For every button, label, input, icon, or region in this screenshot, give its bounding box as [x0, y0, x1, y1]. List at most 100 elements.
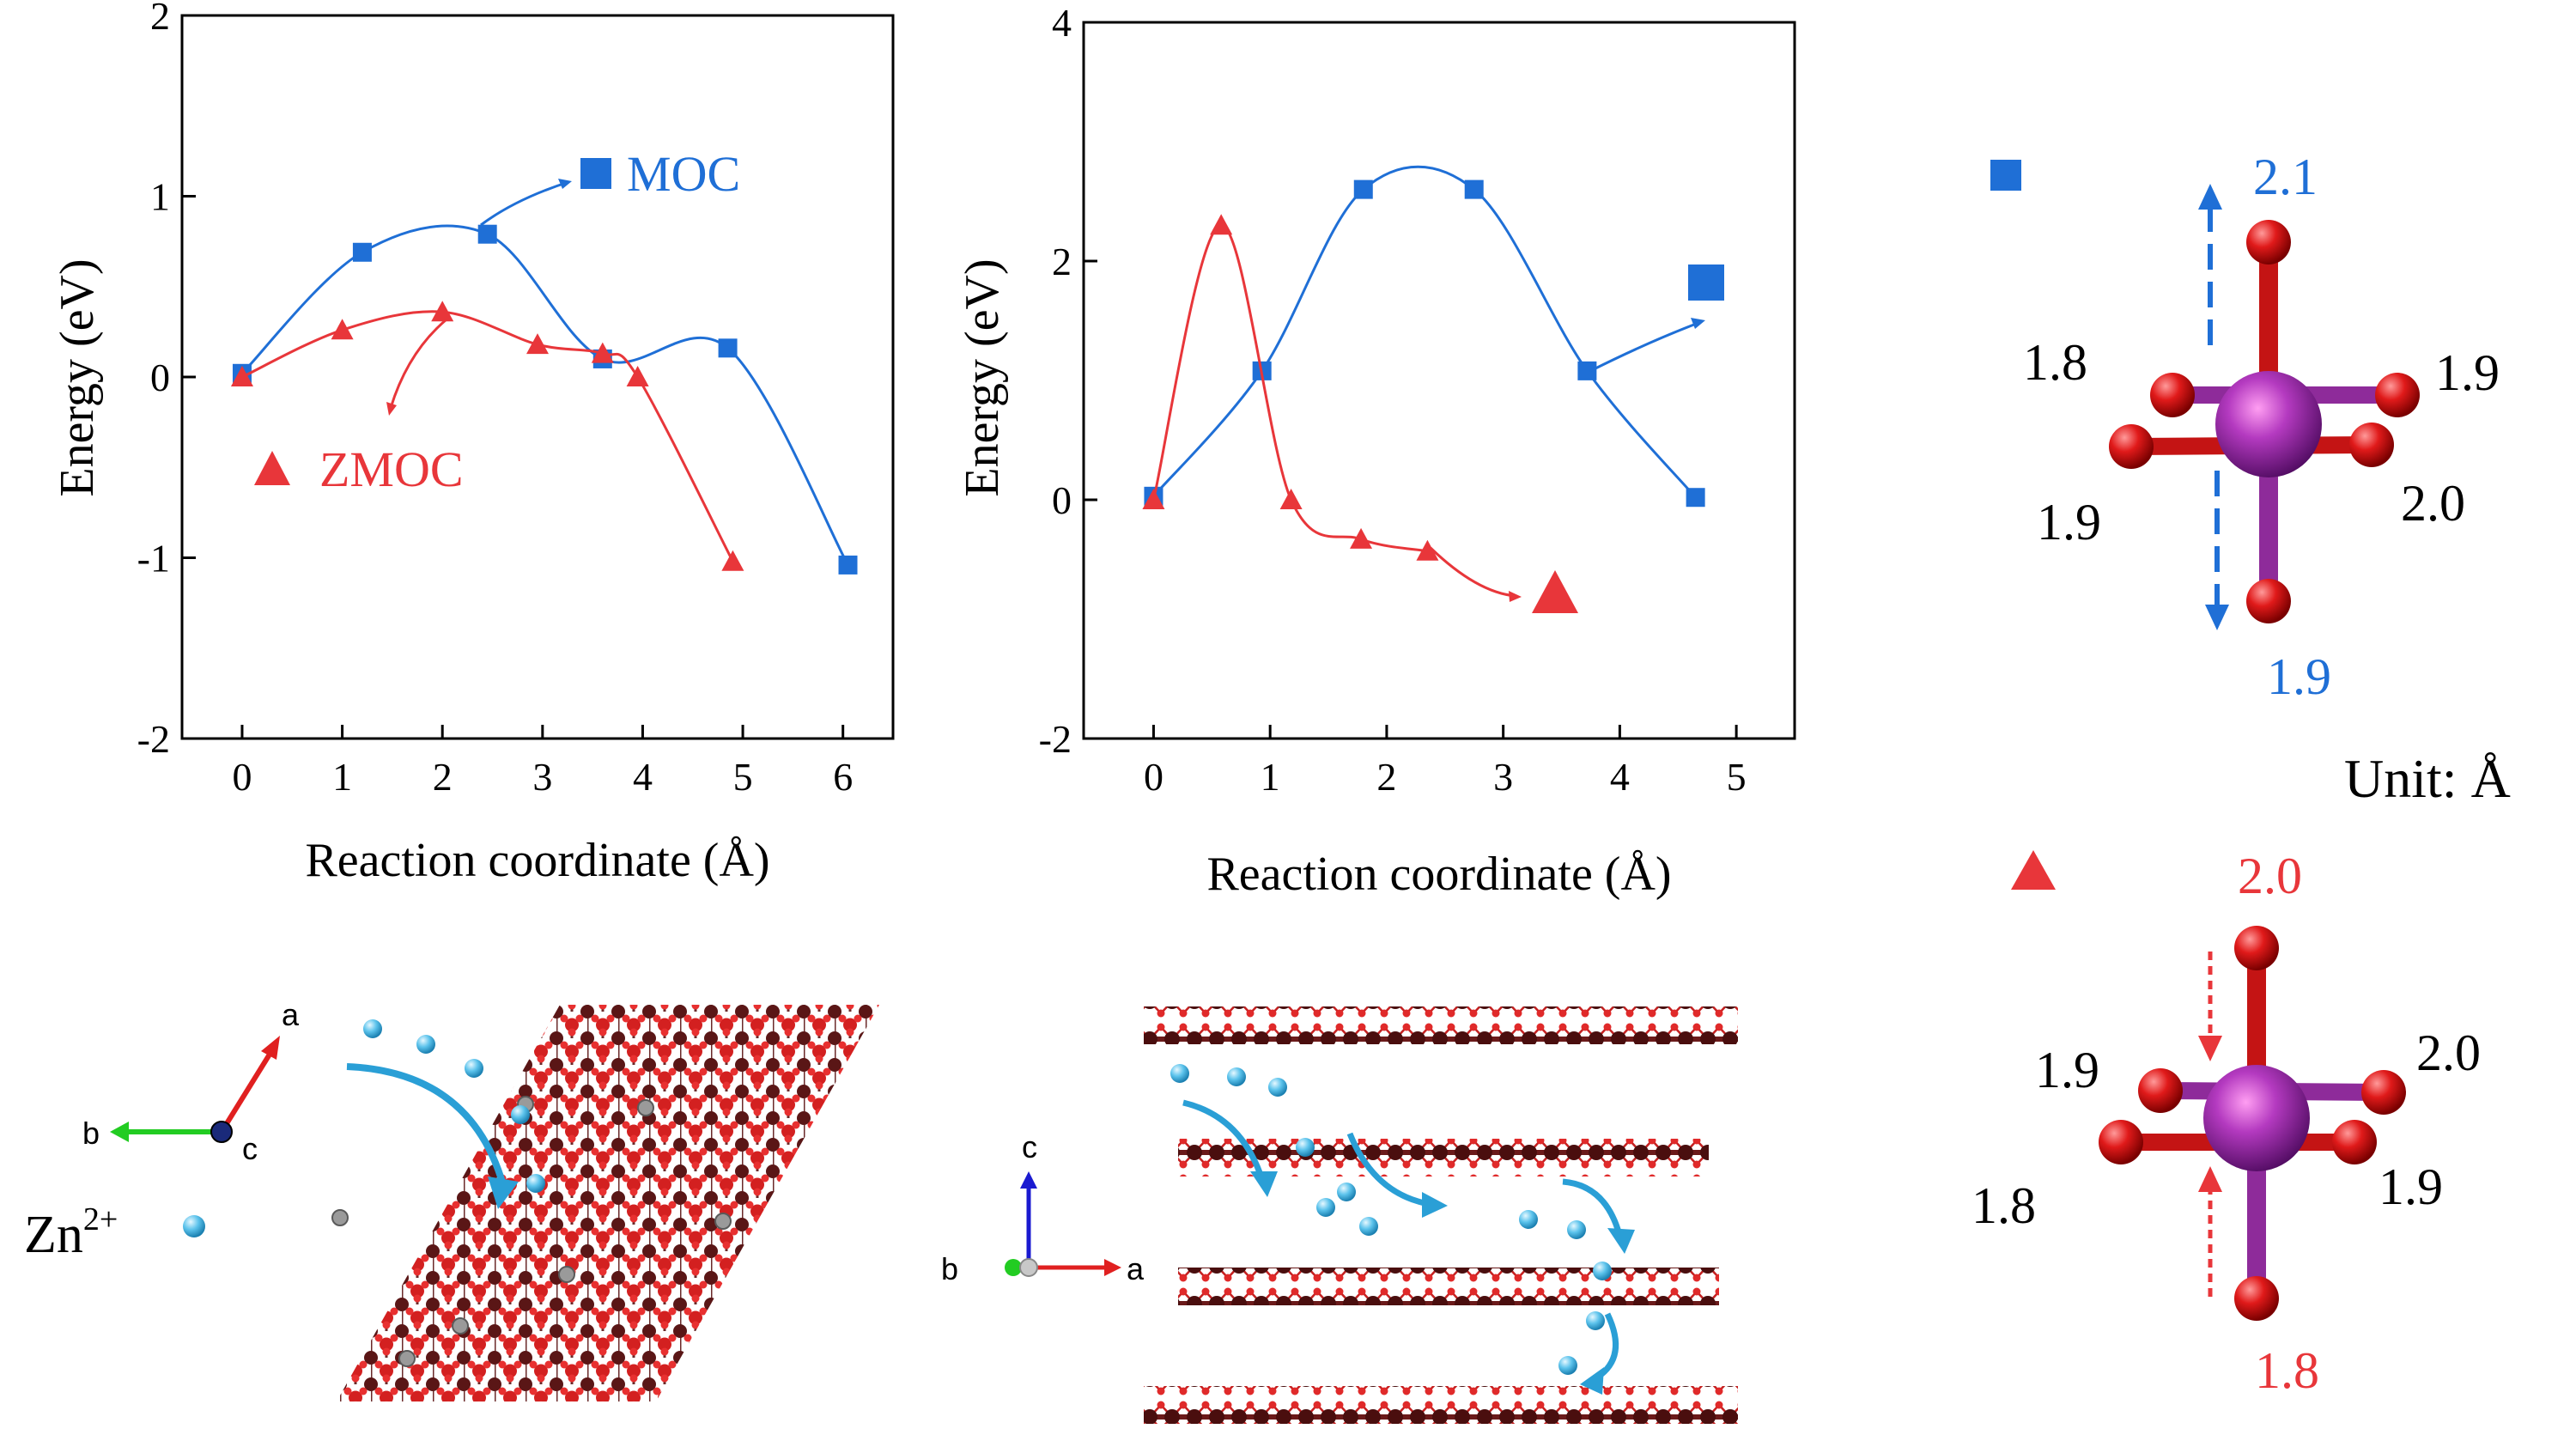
x-ticks: 0 1 2 3 4 5 6	[232, 725, 853, 799]
oxygen-atom	[2246, 579, 2291, 623]
axis-origin-dot	[1019, 1258, 1038, 1277]
oxygen-atom	[2246, 220, 2291, 264]
compression-arrowhead-top	[2198, 1036, 2222, 1061]
square-data-point	[718, 338, 738, 358]
triangle-data-point	[526, 333, 549, 355]
triangle-data-point	[1350, 527, 1373, 549]
x-tick-label: 1	[332, 755, 352, 799]
energy-chart-left: 2 1 0 -1 -2 0 1 2 3 4 5 6 Energy (eV) Reaction coo…	[51, 0, 895, 887]
x-axis-label: Reaction coordinate (Å)	[305, 834, 769, 887]
y-ticks: 2 1 0 -1 -2	[137, 0, 196, 761]
triangle-data-point	[591, 342, 614, 363]
square-data-point	[1686, 488, 1705, 508]
y-tick-label: 0	[1052, 478, 1072, 522]
x-tick-label: 4	[633, 755, 653, 799]
zn-ion-label: Zn2+	[24, 1201, 118, 1264]
compression-arrowhead-bottom	[2198, 1166, 2222, 1192]
oxygen-atom	[2150, 373, 2195, 417]
red-triangle-marker-icon	[1532, 570, 1578, 613]
y-axis-label: Energy (eV)	[956, 258, 1009, 496]
diffusion-path-arrow	[346, 1063, 507, 1187]
x-tick-label: 0	[232, 755, 252, 799]
triangle-data-point	[626, 366, 649, 386]
y-tick-label: 4	[1052, 1, 1072, 45]
layer-4	[1144, 1386, 1738, 1424]
y-tick-label: -1	[137, 537, 170, 581]
elongation-arrowhead-down	[2205, 605, 2229, 630]
y-tick-label: -2	[1039, 717, 1072, 761]
triangle-data-point	[1210, 214, 1233, 235]
series-layer	[1142, 165, 1705, 561]
bond-length-lower-right: 1.9	[2379, 1158, 2443, 1215]
layer-1	[1144, 1006, 1738, 1044]
bond-length-down: 1.8	[2255, 1342, 2319, 1399]
zn-ion-legend-icon	[183, 1215, 205, 1237]
x-tick-label: 1	[1261, 755, 1280, 799]
bond-length-up: 2.0	[2238, 848, 2302, 904]
elongation-arrowhead-up	[2198, 184, 2222, 210]
blue-square-marker-icon	[1688, 264, 1724, 301]
bond-length-down: 1.9	[2267, 648, 2331, 705]
plot-frame	[1082, 21, 1796, 740]
triangle-data-point	[431, 301, 454, 322]
series-layer	[230, 224, 858, 575]
axis-a-arrowhead	[261, 1036, 280, 1060]
oxygen-atom	[2099, 1120, 2143, 1164]
axis-a-label: a	[1127, 1251, 1145, 1286]
axis-c-label: c	[1022, 1129, 1037, 1164]
bond-length-upper-left: 1.8	[2023, 334, 2087, 391]
axis-b-label: b	[82, 1116, 100, 1151]
bond-length-up: 2.1	[2253, 149, 2318, 205]
structure-side-view: c b a	[941, 1006, 1738, 1424]
y-tick-label: 0	[150, 356, 170, 399]
axis-c-dot	[210, 1121, 233, 1143]
y-ticks: 4 2 0 -2	[1039, 1, 1097, 761]
bond-length-lower-right: 2.0	[2401, 475, 2465, 532]
axis-c-arrowhead	[1020, 1171, 1037, 1189]
diffusion-arrowheads	[1250, 1171, 1635, 1395]
moc-legend-square-icon	[580, 158, 611, 189]
bond-length-upper-right: 2.0	[2416, 1025, 2481, 1081]
bond-length-lower-left: 1.8	[1971, 1177, 2036, 1234]
red-annotation-arrow	[1429, 546, 1516, 598]
unit-label: Unit: Å	[2344, 748, 2511, 809]
moc-arrowhead	[558, 179, 572, 189]
zmoc-arrowhead	[386, 402, 397, 416]
x-tick-label: 5	[733, 755, 753, 799]
x-axis-label: Reaction coordinate (Å)	[1206, 848, 1671, 901]
layer-2	[1178, 1139, 1709, 1177]
zmoc-lattice-top-view	[337, 1005, 879, 1401]
moc-annotation-arrow	[480, 180, 569, 227]
diffusion-arrows	[1182, 1099, 1623, 1380]
square-data-point	[477, 224, 497, 244]
y-tick-label: -2	[137, 717, 170, 761]
oxygen-atom	[2332, 1120, 2377, 1164]
axis-c-label: c	[242, 1131, 258, 1166]
red-arrowhead	[1509, 591, 1522, 602]
oxygen-atom	[2361, 1070, 2406, 1115]
triangle-data-point	[230, 366, 253, 386]
square-data-point	[1353, 179, 1373, 199]
octahedron-moc: 2.1 1.9 1.8 1.9 1.9 2.0	[1990, 149, 2500, 705]
y-tick-label: 1	[150, 175, 170, 219]
x-tick-label: 2	[433, 755, 453, 799]
bond-length-upper-left: 1.9	[2035, 1042, 2099, 1098]
oxygen-atom	[2349, 423, 2394, 467]
y-tick-label: 2	[1052, 240, 1072, 283]
triangle-data-point	[721, 550, 744, 571]
oxygen-atom	[2375, 373, 2420, 417]
y-tick-label: 2	[150, 0, 170, 38]
oxygen-atom	[2234, 926, 2279, 970]
blue-annotation-arrow	[1589, 321, 1699, 373]
square-data-point	[352, 242, 372, 262]
bond-length-upper-right: 1.9	[2435, 344, 2500, 401]
octahedron-zmoc: 2.0 1.8 1.9 2.0 1.8 1.9	[1971, 848, 2481, 1399]
x-tick-label: 5	[1727, 755, 1747, 799]
series-line-0	[240, 224, 849, 566]
x-tick-label: 3	[1493, 755, 1513, 799]
square-data-point	[838, 555, 858, 575]
moc-legend-label: MOC	[627, 146, 740, 202]
zn-ions	[1170, 1064, 1612, 1375]
energy-chart-middle: 4 2 0 -2 0 1 2 3 4 5 Energy (eV) Reaction coordi…	[956, 1, 1796, 901]
axis-a-arrow	[219, 1044, 277, 1134]
